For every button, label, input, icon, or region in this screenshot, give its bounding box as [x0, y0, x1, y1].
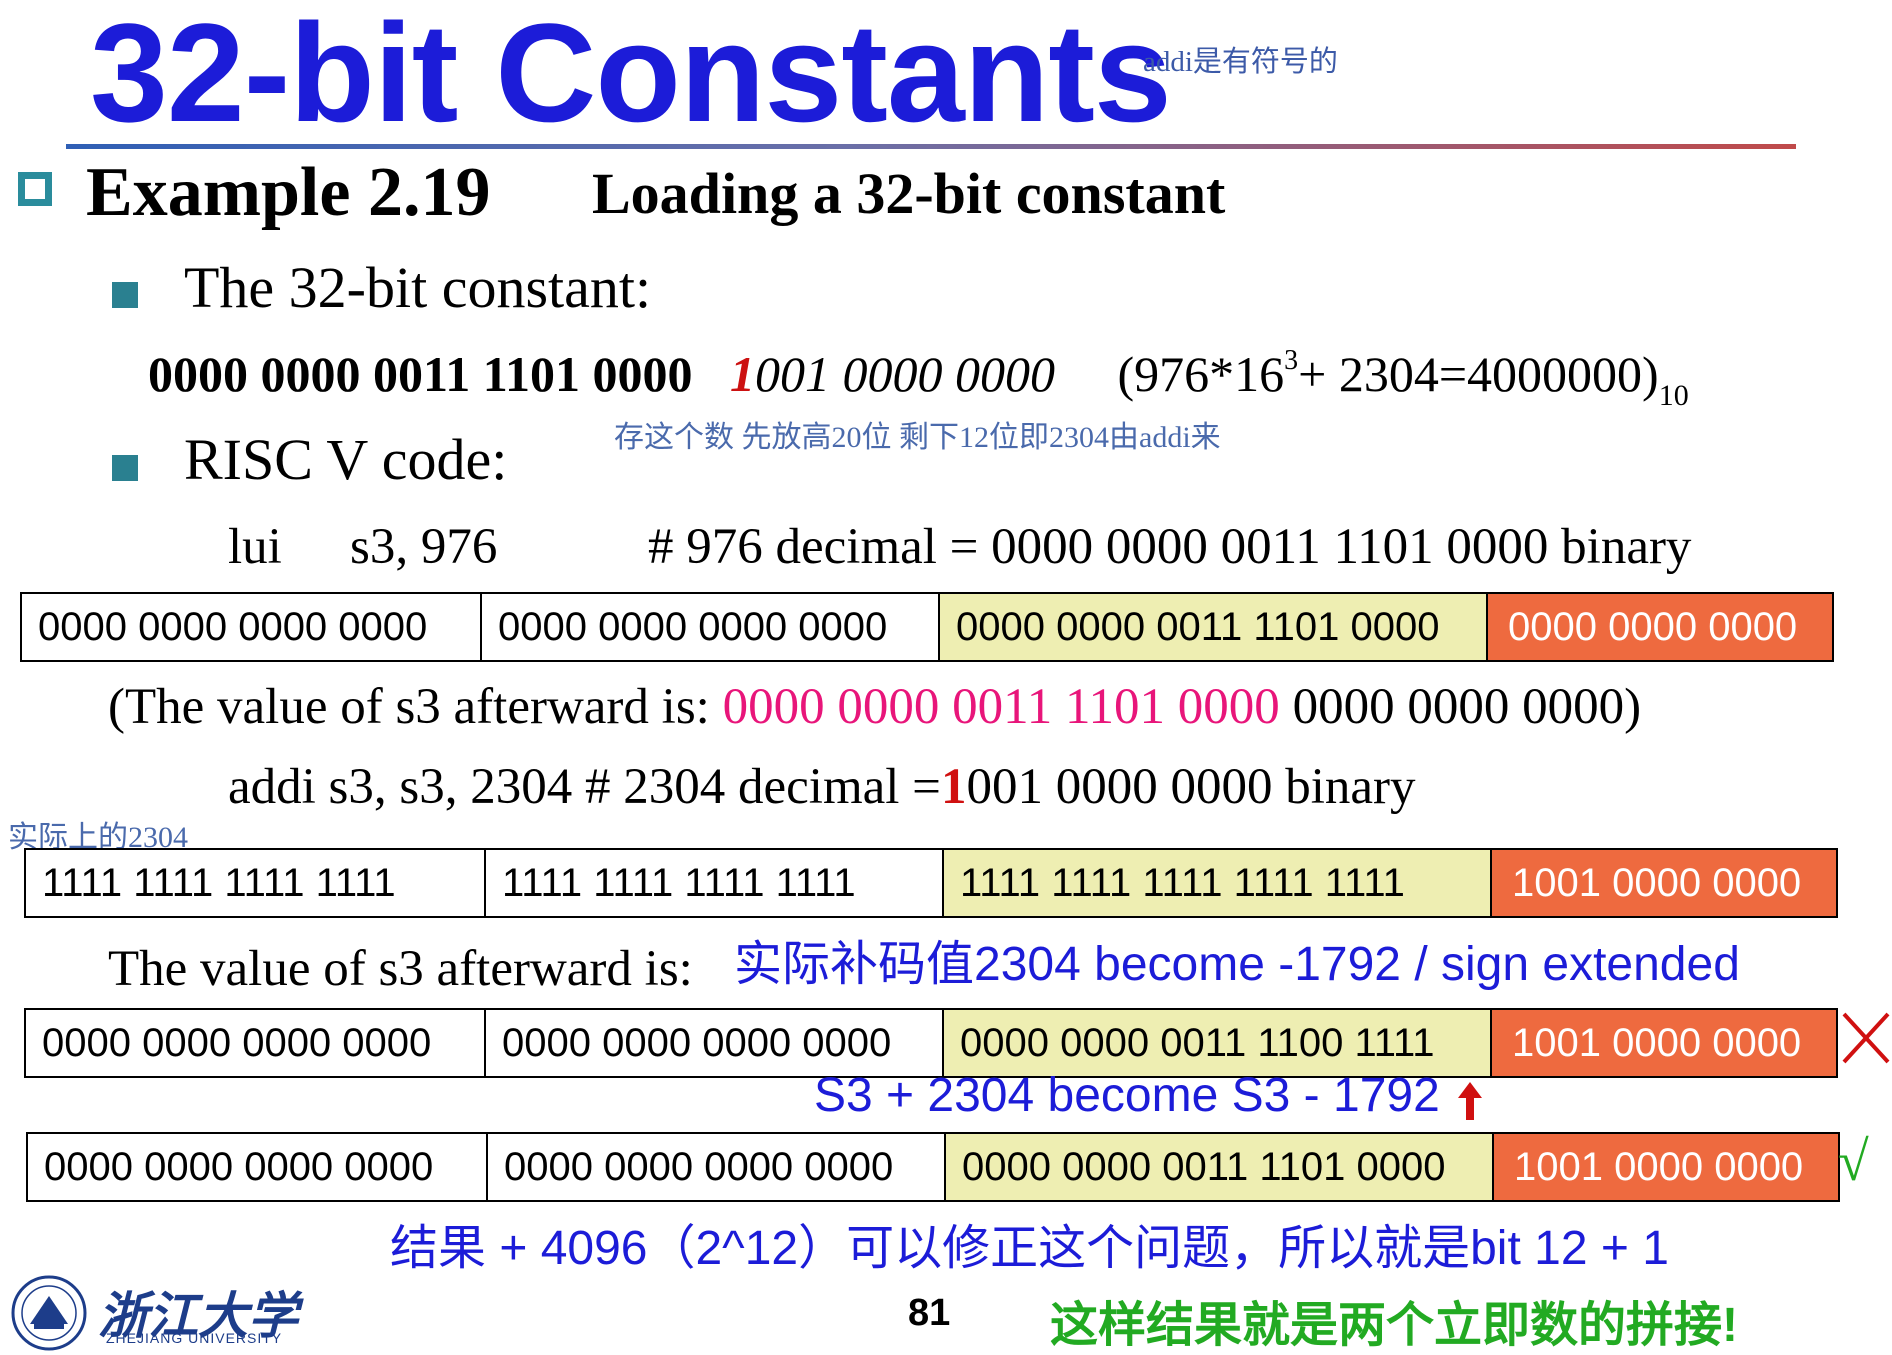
formula-base: 10: [1658, 379, 1689, 412]
lui-args: s3, 976: [350, 519, 498, 575]
example-label: Example 2.19: [86, 154, 491, 231]
register-upper-20-bits: 1111 1111 1111 1111 1111: [942, 850, 1490, 916]
register-lower-12-bits: 1001 0000 0000: [1492, 1134, 1838, 1200]
register-lower-12-bits: 1001 0000 0000: [1490, 1010, 1836, 1076]
register-sign-extended-immediate: 1111 1111 1111 1111 1111 1111 1111 1111 …: [24, 848, 1838, 918]
register-lower-12-bits: 0000 0000 0000: [1486, 594, 1832, 660]
slide-title: 32-bit Constants: [90, 0, 1172, 151]
register-word-1: 0000 0000 0000 0000: [22, 594, 480, 660]
check-mark-icon: √: [1838, 1131, 1869, 1193]
bullet-constant: The 32-bit constant:: [184, 255, 652, 320]
value-after-lui-prefix: (The value of s3 afterward is:: [108, 679, 723, 735]
addi-text: addi s3, s3, 2304 # 2304 decimal =: [228, 759, 941, 815]
annotation-sign-extended: 实际补码值2304 become -1792 / sign extended: [734, 938, 1740, 991]
register-correct-result: 0000 0000 0000 0000 0000 0000 0000 0000 …: [26, 1132, 1840, 1202]
annotation-become: S3 + 2304 become S3 - 1792: [814, 1069, 1440, 1122]
register-word-1: 1111 1111 1111 1111: [26, 850, 484, 916]
annotation-store-number: 存这个数 先放高20位 剩下12位即2304由addi来: [614, 421, 1221, 454]
up-arrow-icon: [1458, 1082, 1482, 1120]
university-name-cn: 浙江大学: [98, 1286, 298, 1345]
title-divider: [66, 144, 1796, 149]
square-bullet-icon: [112, 282, 138, 308]
register-upper-20-bits: 0000 0000 0011 1100 1111: [942, 1010, 1490, 1076]
register-word-1: 0000 0000 0000 0000: [28, 1134, 486, 1200]
square-bullet-icon: [112, 455, 138, 481]
lui-comment: # 976 decimal = 0000 0000 0011 1101 0000…: [648, 519, 1692, 575]
annotation-fix: 结果 + 4096（2^12）可以修正这个问题，所以就是bit 12 + 1: [390, 1222, 1669, 1275]
binary-upper: 0000 0000 0011 1101 0000: [148, 346, 693, 402]
binary-bit12: 1: [729, 346, 755, 402]
example-subtitle: Loading a 32-bit constant: [592, 161, 1226, 226]
register-after-lui: 0000 0000 0000 0000 0000 0000 0000 0000 …: [20, 592, 1834, 662]
value-after-lui: (The value of s3 afterward is: 0000 0000…: [108, 678, 1641, 736]
addi-rest: 001 0000 0000 binary: [966, 759, 1416, 815]
cross-mark-icon: [1842, 1012, 1890, 1064]
register-word-2: 0000 0000 0000 0000: [484, 1010, 942, 1076]
hollow-square-bullet-icon: [18, 172, 52, 206]
register-word-2: 0000 0000 0000 0000: [480, 594, 938, 660]
zju-logo-icon: [11, 1275, 87, 1351]
register-word-2: 1111 1111 1111 1111: [484, 850, 942, 916]
register-wrong-result: 0000 0000 0000 0000 0000 0000 0000 0000 …: [24, 1008, 1838, 1078]
lui-opcode: lui: [228, 519, 282, 575]
value-after-lui-suffix: 0000 0000 0000): [1279, 679, 1642, 735]
addi-bit12: 1: [940, 759, 967, 815]
formula-exponent: 3: [1284, 345, 1299, 376]
register-word-2: 0000 0000 0000 0000: [486, 1134, 944, 1200]
register-lower-12-bits: 1001 0000 0000: [1490, 850, 1836, 916]
register-upper-20-bits: 0000 0000 0011 1101 0000: [944, 1134, 1492, 1200]
bullet-risc-code: RISC V code:: [184, 427, 508, 492]
page-number: 81: [908, 1292, 951, 1334]
formula-pre: (976*16: [1117, 346, 1285, 402]
value-after-addi: The value of s3 afterward is:: [108, 941, 693, 997]
formula-post: + 2304=4000000): [1298, 346, 1659, 402]
annotation-concatenation: 这样结果就是两个立即数的拼接!: [1050, 1299, 1738, 1352]
binary-lower: 001 0000 0000: [754, 346, 1055, 402]
value-after-lui-upper: 0000 0000 0011 1101 0000: [722, 679, 1280, 735]
title-annotation: addi是有符号的: [1143, 46, 1338, 78]
addi-line: addi s3, s3, 2304 # 2304 decimal =1001 0…: [228, 758, 1415, 816]
register-word-1: 0000 0000 0000 0000: [26, 1010, 484, 1076]
register-upper-20-bits: 0000 0000 0011 1101 0000: [938, 594, 1486, 660]
binary-constant-line: 0000 0000 0011 1101 0000 1001 0000 0000 …: [148, 345, 1689, 413]
university-name-en: ZHEJIANG UNIVERSITY: [106, 1330, 283, 1346]
